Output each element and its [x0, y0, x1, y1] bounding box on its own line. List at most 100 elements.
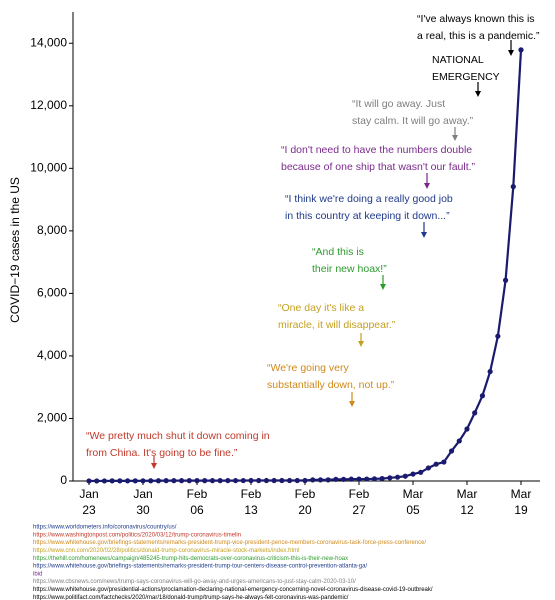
- data-point: [232, 477, 239, 484]
- data-point: [487, 368, 493, 375]
- data-point: [148, 478, 154, 484]
- data-point: [502, 277, 509, 283]
- source-link: https://www.politifact.com/factchecks/20…: [33, 595, 349, 600]
- data-point: [178, 478, 185, 484]
- x-tick-label: Feb 13: [241, 487, 262, 517]
- annotation-text: “I've always known this is: [417, 13, 535, 25]
- data-point: [163, 478, 169, 484]
- annotation-text: stay calm. It will go away.”: [352, 115, 474, 127]
- data-point: [86, 478, 92, 484]
- data-point: [286, 477, 293, 484]
- data-point: [225, 477, 231, 484]
- x-tick-label: Jan 30: [133, 487, 152, 517]
- data-point: [340, 476, 347, 482]
- data-point: [364, 476, 370, 482]
- data-point: [402, 473, 408, 479]
- data-point: [217, 478, 223, 484]
- data-point: [256, 477, 262, 484]
- data-point: [155, 478, 162, 484]
- annotation-text: “And this is: [312, 246, 364, 258]
- source-link: https://www.cnn.com/2020/02/28/politics/…: [33, 548, 299, 554]
- annotation-text: “We pretty much shut it down coming in: [86, 430, 270, 442]
- x-tick-label: Feb 20: [295, 487, 316, 517]
- source-link: https://www.whitehouse.gov/presidential-…: [33, 587, 433, 593]
- data-point: [94, 478, 100, 484]
- annotation-text: NATIONAL: [432, 54, 484, 66]
- data-point: [472, 410, 478, 416]
- data-point: [132, 478, 138, 484]
- data-point: [510, 184, 516, 190]
- data-point: [202, 478, 208, 484]
- data-point: [479, 393, 486, 399]
- data-point: [140, 478, 146, 484]
- data-point: [294, 477, 300, 484]
- data-point: [456, 438, 462, 444]
- source-link: https://www.whitehouse.gov/briefings-sta…: [33, 564, 367, 570]
- data-point: [418, 469, 424, 475]
- data-point: [433, 461, 439, 467]
- data-point: [186, 478, 192, 484]
- data-point: [117, 478, 123, 484]
- data-point: [464, 426, 470, 432]
- data-point: [518, 47, 524, 53]
- source-link: ibid: [33, 571, 42, 577]
- annotation-arrowhead: [421, 232, 427, 238]
- data-point: [348, 476, 354, 482]
- annotation-text: because of one ship that wasn't our faul…: [281, 161, 476, 173]
- annotation-arrowhead: [151, 463, 157, 469]
- data-point: [317, 477, 324, 483]
- y-tick-label: 10,000: [30, 161, 67, 175]
- annotation-text: “I think we're doing a really good job: [285, 193, 453, 205]
- data-point: [302, 477, 308, 484]
- data-point: [171, 478, 177, 484]
- source-link: https://www.whitehouse.gov/briefings-sta…: [33, 540, 426, 546]
- annotation-text: substantially down, not up.”: [267, 379, 395, 391]
- annotation-text: a real, this is a pandemic.”: [417, 30, 540, 42]
- data-point: [109, 478, 115, 484]
- source-link: https://thehill.com/homenews/campaign/48…: [33, 556, 348, 562]
- y-tick-label: 0: [60, 473, 67, 487]
- data-point: [448, 448, 455, 454]
- source-link: https://www.worldometers.info/coronaviru…: [33, 525, 177, 531]
- data-point: [356, 476, 362, 482]
- data-point: [248, 477, 254, 484]
- annotation-arrowhead: [380, 284, 386, 290]
- data-point: [325, 477, 331, 483]
- data-point: [263, 477, 270, 484]
- y-tick-label: 14,000: [30, 35, 67, 49]
- x-tick-label: Mar 12: [457, 487, 478, 517]
- data-point: [194, 478, 200, 484]
- y-tick-label: 2,000: [37, 411, 67, 425]
- source-link: https://www.cbsnews.com/news/trump-says-…: [33, 579, 356, 585]
- y-axis-label: COVID−19 cases in the US: [8, 177, 22, 323]
- annotation-arrowhead: [452, 135, 458, 141]
- x-tick-label: Jan 23: [79, 487, 98, 517]
- data-point: [495, 333, 501, 339]
- data-point: [394, 474, 401, 480]
- y-tick-label: 6,000: [37, 286, 67, 300]
- annotation-text: from China. It's going to be fine.”: [86, 447, 238, 459]
- x-tick-label: Mar 19: [511, 487, 532, 517]
- data-point: [124, 478, 131, 484]
- x-tick-label: Mar 05: [403, 487, 424, 517]
- annotation-arrowhead: [508, 50, 514, 56]
- data-point: [441, 459, 447, 465]
- annotation-text: in this country at keeping it down...”: [285, 210, 450, 222]
- data-point: [209, 478, 216, 484]
- x-tick-label: Feb 27: [349, 487, 370, 517]
- data-point: [101, 478, 108, 484]
- y-tick-label: 8,000: [37, 223, 67, 237]
- annotation-arrowhead: [475, 91, 481, 97]
- data-point: [333, 476, 339, 482]
- data-point: [371, 476, 378, 482]
- data-point: [379, 476, 385, 482]
- x-tick-label: Feb 06: [187, 487, 208, 517]
- data-point: [271, 477, 277, 484]
- annotation-text: “We're going very: [267, 362, 350, 374]
- y-tick-label: 4,000: [37, 348, 67, 362]
- source-link: https://www.washingtonpost.com/politics/…: [33, 532, 241, 538]
- data-point: [387, 475, 393, 481]
- annotation-text: EMERGENCY: [432, 71, 500, 83]
